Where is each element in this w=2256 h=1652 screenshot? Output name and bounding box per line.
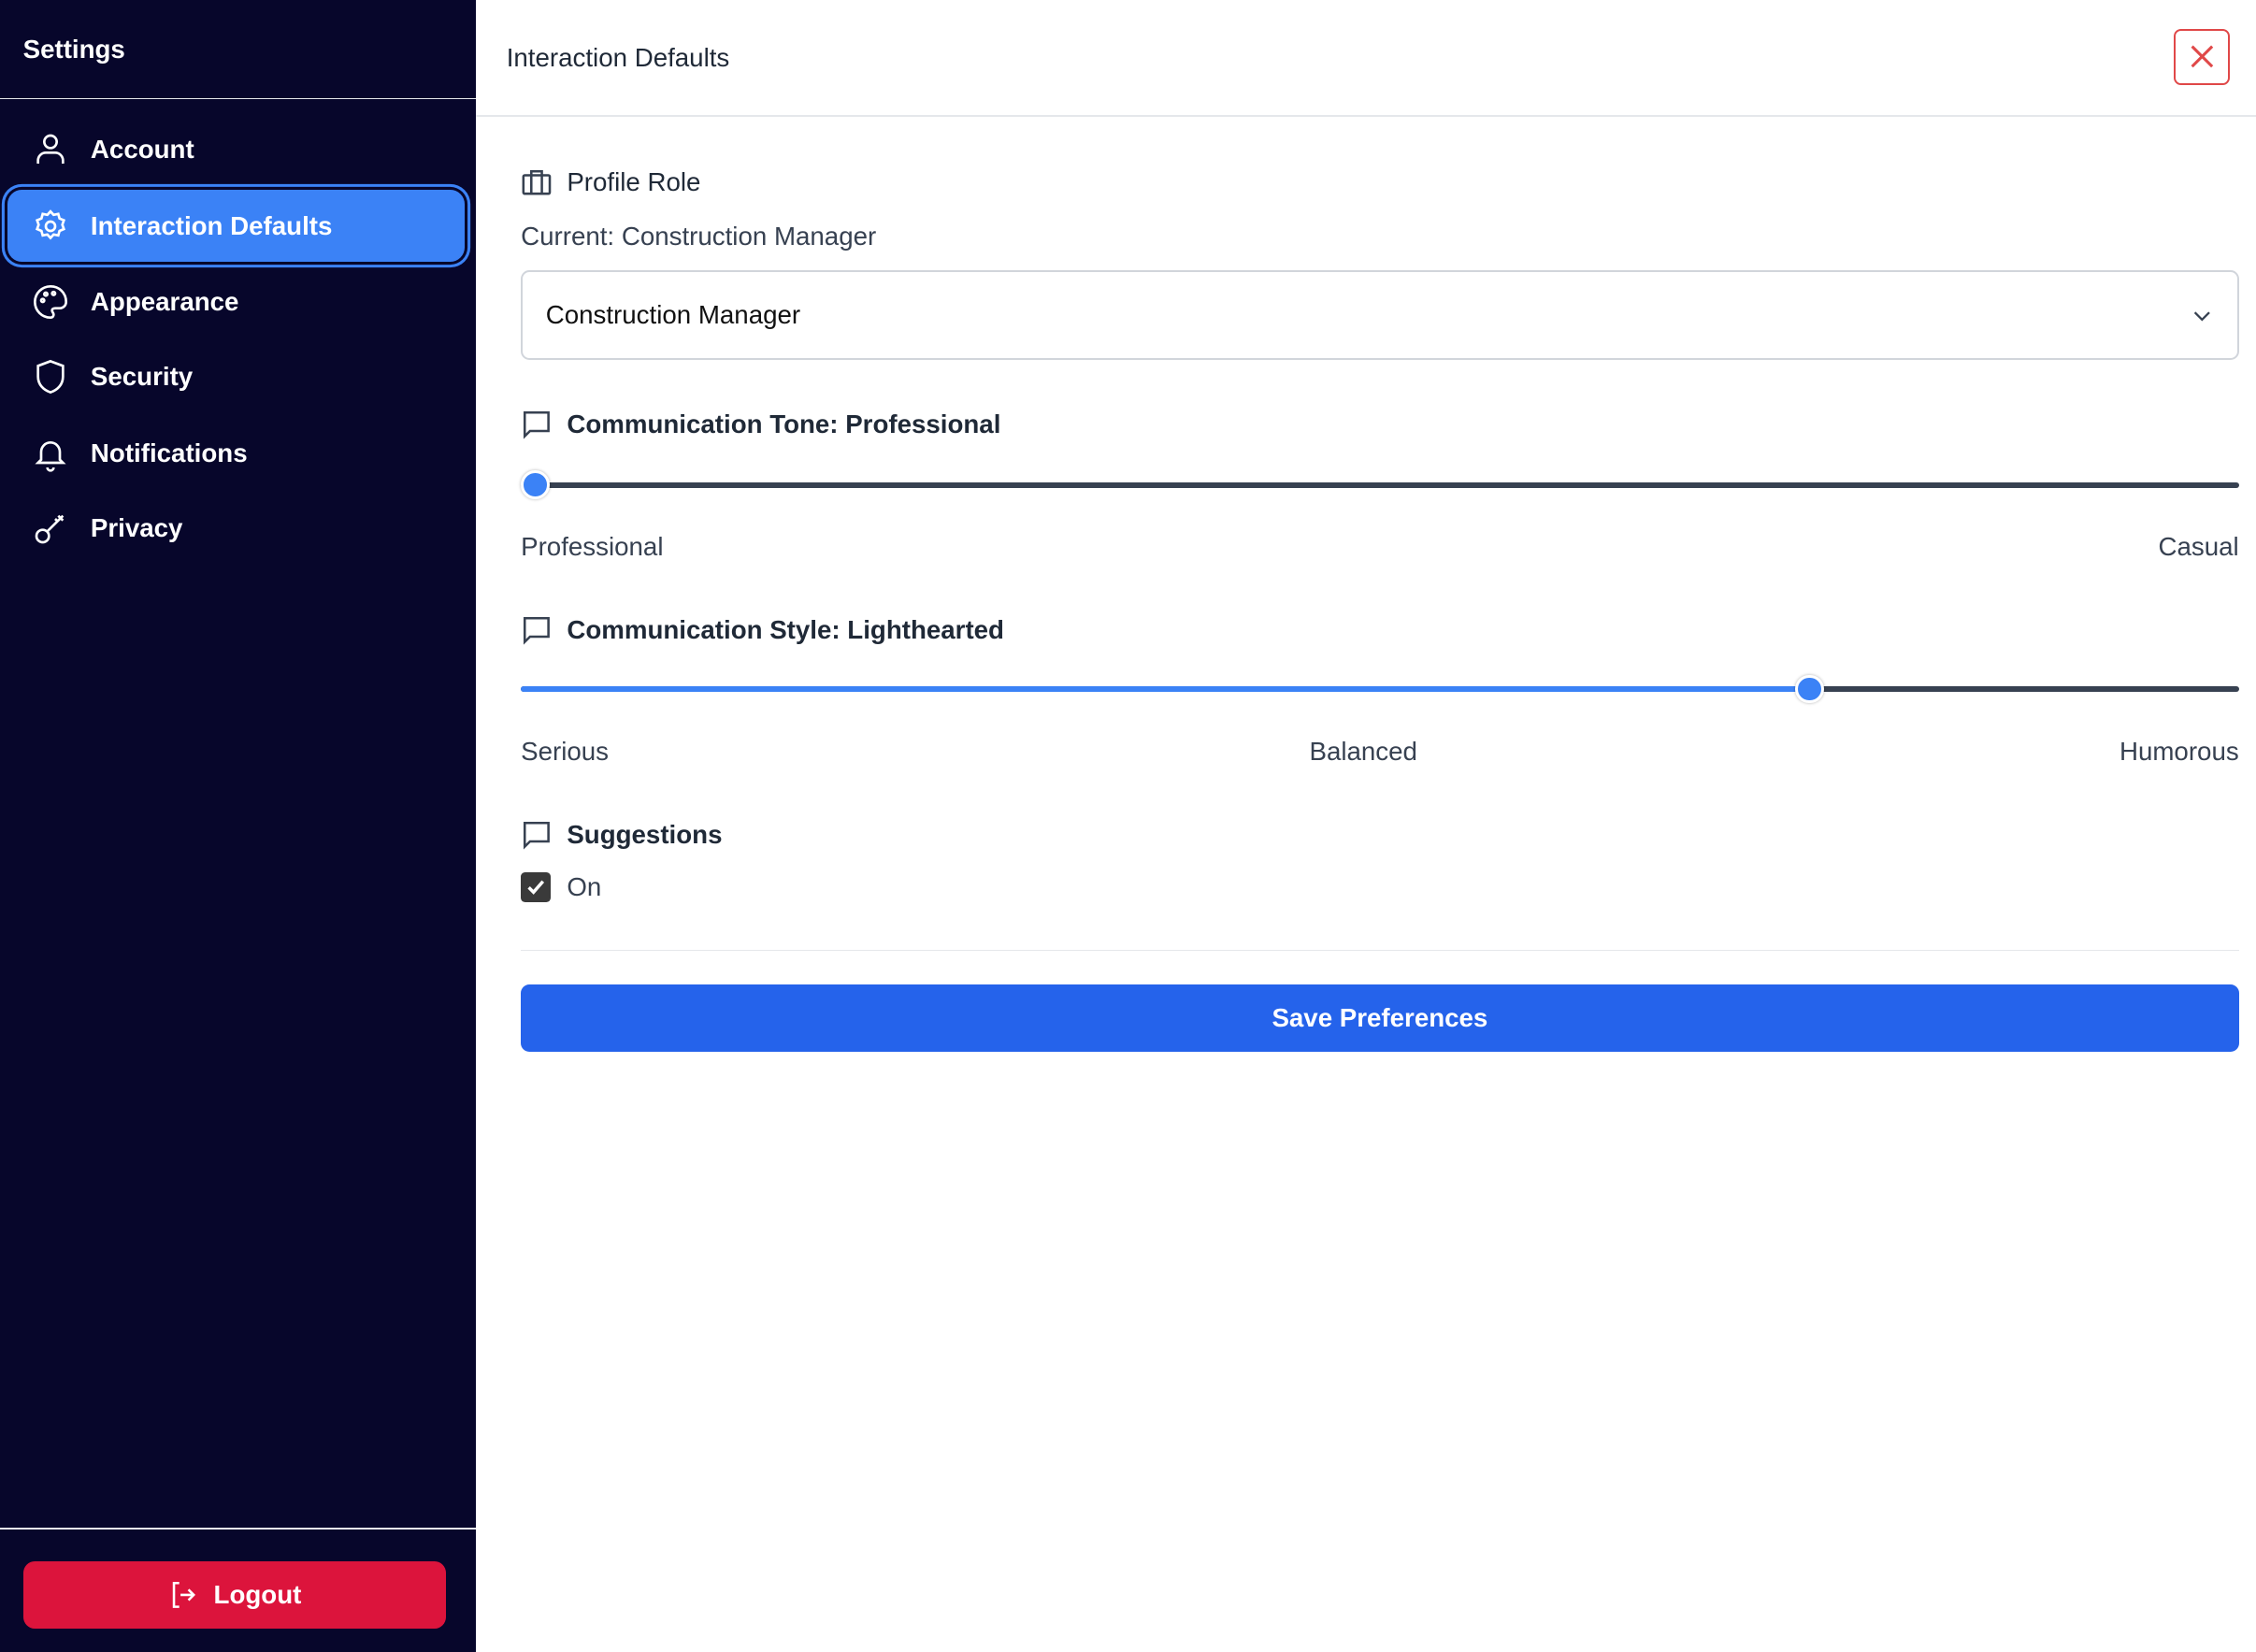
message-icon [524,617,550,645]
sidebar-item-security[interactable]: Security [7,341,465,413]
tone-max-label: Casual [2158,532,2239,562]
suggestions-heading: Suggestions [521,819,722,851]
tone-heading: Communication Tone: Professional [521,409,1000,440]
sidebar-item-label: Interaction Defaults [90,210,333,240]
tone-label: Communication Tone: Professional [567,409,1001,438]
divider [521,949,2239,952]
style-slider[interactable] [521,674,2239,704]
style-mid-label: Balanced [1309,736,1417,766]
sidebar-item-notifications[interactable]: Notifications [7,417,465,489]
gear-icon [35,208,65,240]
user-icon [36,134,65,165]
message-icon [524,821,550,850]
suggestions-checkbox[interactable] [521,871,552,902]
sidebar-item-label: Security [90,362,194,392]
profile-role-heading: Profile Role [521,167,700,199]
divider [0,1528,477,1530]
chevron-down-icon [2194,311,2211,322]
logout-icon [173,1582,196,1608]
message-icon [524,411,550,439]
sidebar: Settings Account Interaction Defaults Ap… [0,0,477,1652]
profile-role-label: Profile Role [567,167,701,197]
palette-icon [33,285,67,320]
selected-role: Construction Manager [545,300,801,330]
style-min-label: Serious [521,736,609,766]
key-icon [35,514,65,544]
sidebar-title: Settings [22,34,125,64]
suggestions-label: Suggestions [567,819,723,849]
style-max-label: Humorous [2119,736,2239,766]
sidebar-item-label: Privacy [90,512,183,542]
save-preferences-button[interactable]: Save Preferences [521,984,2239,1052]
style-slider-fill [521,686,1810,693]
logout-button[interactable]: Logout [22,1560,447,1630]
sidebar-item-interaction-defaults[interactable]: Interaction Defaults [7,190,466,263]
sidebar-item-label: Appearance [90,287,239,317]
divider [0,97,477,100]
shield-icon [36,360,65,395]
bell-icon [35,440,66,472]
checkmark-icon [527,880,544,896]
sidebar-item-account[interactable]: Account [7,114,465,186]
sidebar-item-appearance[interactable]: Appearance [7,266,465,338]
close-icon [2191,45,2214,68]
sidebar-item-label: Account [90,135,194,165]
close-button[interactable] [2174,28,2231,85]
tone-slider[interactable] [521,470,2239,499]
header-divider [476,115,2256,117]
profile-role-select[interactable]: Construction Manager [521,270,2239,360]
tone-min-label: Professional [521,532,664,562]
logout-label: Logout [213,1579,302,1609]
style-label: Communication Style: Lighthearted [567,615,1004,645]
sidebar-item-label: Notifications [90,438,248,467]
page-title: Interaction Defaults [506,43,730,73]
briefcase-icon [522,169,552,194]
current-role-text: Current: Construction Manager [521,222,877,251]
sidebar-item-privacy[interactable]: Privacy [7,492,465,564]
style-heading: Communication Style: Lighthearted [521,614,1004,646]
tone-slider-thumb[interactable] [521,470,550,499]
style-slider-thumb[interactable] [1794,674,1824,704]
suggestions-option-label: On [567,871,602,901]
